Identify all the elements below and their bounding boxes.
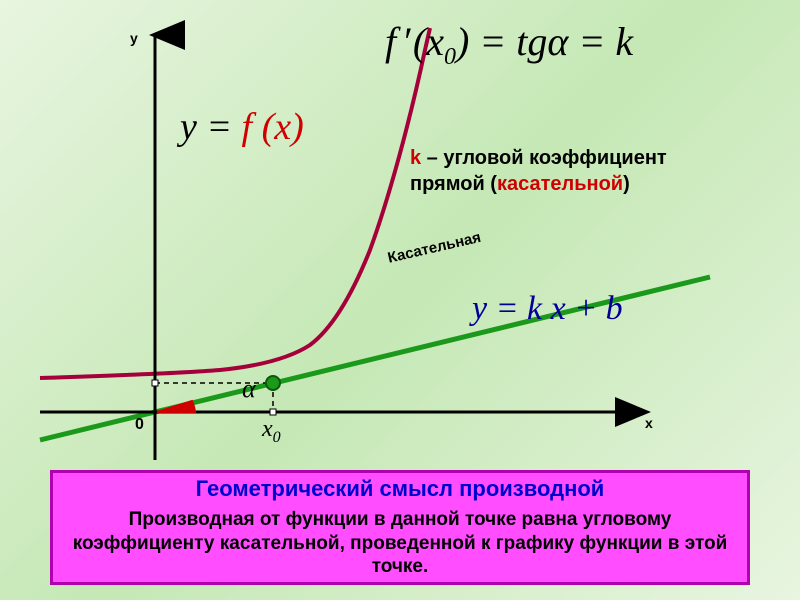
formula-yfx: y = f (x) <box>180 105 304 149</box>
diagram-area: у х 0 x0 α Касательная <box>20 20 780 460</box>
angle-arc <box>157 401 195 412</box>
formula-derivative: f ′(x0) = tgα = k <box>385 18 633 71</box>
k-legend: k – угловой коэффициент прямой (касатель… <box>410 145 667 197</box>
caption-body: Производная от функции в данной точке ра… <box>68 508 732 579</box>
formula-line: y = k x + b <box>472 290 623 328</box>
function-curve <box>40 28 430 378</box>
caption-title: Геометрический смысл производной <box>196 476 605 502</box>
caption-box: Геометрический смысл производной Произво… <box>50 470 750 585</box>
alpha-label: α <box>242 374 256 404</box>
origin-label: 0 <box>135 416 144 434</box>
guide-marker <box>152 380 158 386</box>
guide-marker <box>270 409 276 415</box>
y-axis-label: у <box>130 30 138 46</box>
tangent-point <box>266 376 280 390</box>
x-axis-label: х <box>645 415 653 431</box>
diagram-svg <box>20 20 780 470</box>
x0-label: x0 <box>262 416 281 447</box>
